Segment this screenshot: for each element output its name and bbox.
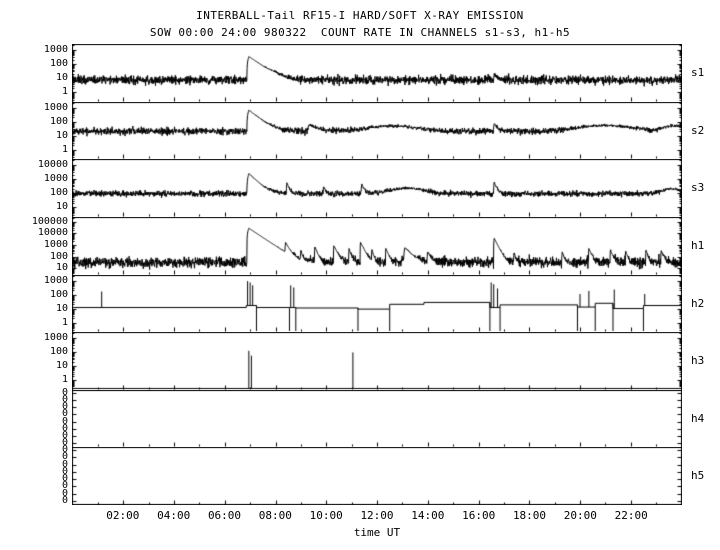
y-tick-label: 1	[61, 317, 68, 328]
panel-h4-plot	[72, 390, 682, 447]
channel-label-s3: s3	[691, 181, 705, 194]
channel-label-h5: h5	[691, 469, 705, 482]
y-tick-label: 1000	[43, 44, 68, 55]
panel-h5-plot	[72, 447, 682, 505]
panel-s3-plot	[72, 159, 682, 217]
y-tick-label: 0	[61, 437, 68, 448]
y-tick-label: 10	[55, 130, 68, 141]
y-tick-label: 1000	[43, 102, 68, 113]
y-tick-label: 0	[61, 459, 68, 470]
x-tick-label: 08:00	[258, 509, 292, 522]
y-tick-label: 1	[61, 144, 68, 155]
x-axis-label: time UT	[353, 526, 401, 539]
y-tick-label: 100000	[31, 216, 68, 227]
channel-label-h2: h2	[691, 297, 705, 310]
y-tick-label: 0	[61, 401, 68, 412]
y-tick-label: 0	[61, 423, 68, 434]
x-tick-label: 22:00	[614, 509, 648, 522]
x-tick-label: 04:00	[157, 509, 191, 522]
x-axis: 02:00 04:00 06:00 08:00 10:00 12:00 14:00 16:00…	[72, 509, 682, 523]
y-tick-label: 10	[55, 360, 68, 371]
x-tick-label: 10:00	[309, 509, 343, 522]
y-tick-label: 100	[49, 346, 68, 357]
panel-h5: 0 0 0 0 0 0 0 0 h5	[62, 445, 704, 506]
channel-label-h3: h3	[691, 354, 705, 367]
y-tick-label: 1000	[43, 332, 68, 343]
y-tick-label: 0	[61, 394, 68, 405]
y-tick-label: 0	[61, 408, 68, 419]
y-tick-label: 100	[49, 289, 68, 300]
panel-h3-plot	[72, 332, 682, 390]
y-tick-label: 100	[49, 187, 68, 198]
y-tick-label: 100	[49, 116, 68, 127]
y-tick-label: 100	[49, 58, 68, 69]
x-tick-label: 18:00	[512, 509, 547, 522]
y-tick-label: 0	[61, 451, 68, 462]
panel-h1-plot	[72, 217, 682, 275]
y-tick-label: 0	[61, 488, 68, 499]
y-tick-label: 0	[61, 444, 68, 455]
panel-h2-plot	[72, 275, 682, 332]
y-tick-label: 0	[61, 473, 68, 484]
y-tick-label: 10000	[37, 227, 68, 238]
y-tick-label: 1	[61, 86, 68, 97]
y-tick-label: 1000	[43, 173, 68, 184]
panel-s2-plot	[72, 102, 682, 159]
y-tick-label: 1000	[43, 239, 68, 250]
x-tick-label: 12:00	[360, 509, 394, 522]
y-tick-label: 0	[61, 495, 68, 506]
x-tick-label: 06:00	[207, 509, 242, 522]
y-tick-label: 0	[61, 387, 68, 398]
y-tick-label: 1	[61, 374, 68, 385]
channel-label-h1: h1	[691, 239, 705, 252]
panel-s3: 10000 1000 100 10 s3	[38, 159, 704, 217]
panel-s2: 1000 100 10 1 s2	[44, 102, 704, 159]
x-tick-label: 16:00	[462, 509, 496, 522]
y-tick-label: 10	[55, 303, 68, 314]
y-tick-label: 0	[61, 480, 68, 491]
y-tick-label: 100	[49, 251, 68, 262]
y-tick-label: 0	[61, 430, 68, 441]
channel-label-s1: s1	[691, 66, 705, 79]
panel-h1: 100000 10000 1000 100 10 h1	[32, 217, 704, 275]
y-tick-label: 10	[55, 72, 68, 83]
y-tick-label: 1000	[43, 275, 68, 286]
y-tick-label: 0	[61, 466, 68, 477]
panel-s1-plot	[72, 44, 682, 102]
panel-h4: 0 0 0 0 0 0 0 0 h4	[62, 388, 704, 448]
x-tick-label: 14:00	[411, 509, 445, 522]
y-tick-label: 10000	[37, 159, 68, 170]
channel-label-s2: s2	[691, 124, 705, 137]
y-tick-label: 10	[55, 201, 68, 212]
panels-container: 1000 100 10 1 s1 1000 100 10 1 s2 10000 1000 100 10 s3…	[32, 44, 704, 506]
y-tick-label: 0	[61, 416, 68, 427]
x-tick-label: 02:00	[106, 509, 140, 522]
chart-title: INTERBALL-Tail RF15-I HARD/SOFT X-RAY EM…	[196, 9, 524, 22]
y-tick-label: 10	[55, 262, 68, 273]
channel-label-h4: h4	[691, 412, 705, 425]
panel-h2: 1000 100 10 1 h2	[44, 275, 704, 332]
panel-h3: 1000 100 10 1 h3	[44, 332, 704, 390]
x-tick-label: 20:00	[563, 509, 597, 522]
panel-s1: 1000 100 10 1 s1	[44, 44, 704, 102]
chart-subtitle: SOW 00:00 24:00 980322 COUNT RATE IN CHA…	[149, 26, 571, 39]
